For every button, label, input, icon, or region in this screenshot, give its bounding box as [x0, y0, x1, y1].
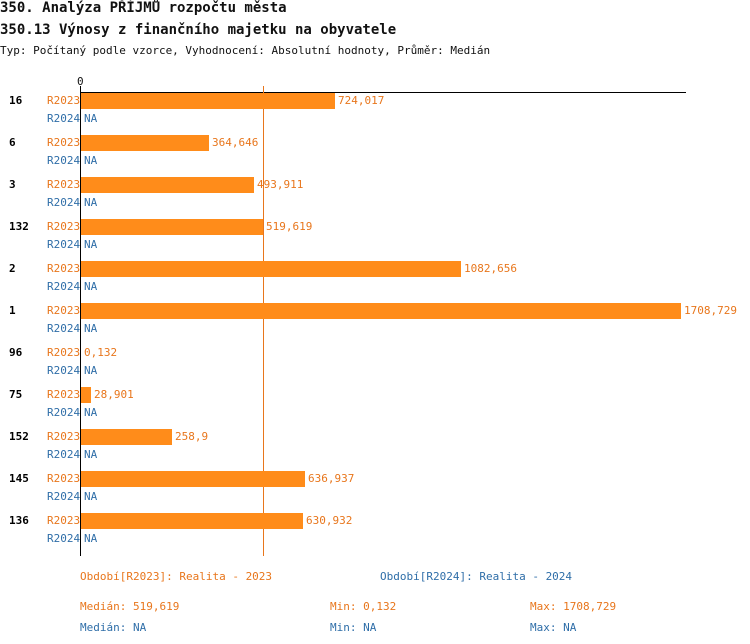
value-label-r2023: 364,646	[212, 136, 259, 149]
value-label-r2024: NA	[84, 532, 98, 545]
value-label-r2023: 724,017	[338, 94, 385, 107]
series-label-r2024: R2024	[47, 196, 81, 209]
value-label-r2023: 1708,729	[684, 304, 737, 317]
series-label-r2024: R2024	[47, 322, 81, 335]
series-label-r2023: R2023	[47, 388, 81, 401]
category-label: 1	[9, 304, 16, 317]
x-axis-line	[80, 92, 686, 93]
bar-r2023	[81, 261, 461, 277]
value-label-r2023: 28,901	[94, 388, 134, 401]
axis-zero-label: 0	[77, 75, 84, 88]
category-label: 136	[9, 514, 29, 527]
legend-r2024: Období[R2024]: Realita - 2024	[380, 570, 573, 583]
median-line	[263, 86, 264, 556]
category-label: 16	[9, 94, 23, 107]
series-label-r2024: R2024	[47, 154, 81, 167]
bar-r2023	[81, 303, 681, 319]
page-title: 350. Analýza PŘÍJMŮ rozpočtu města	[0, 0, 287, 16]
series-label-r2023: R2023	[47, 136, 81, 149]
series-label-r2024: R2024	[47, 448, 81, 461]
category-label: 6	[9, 136, 16, 149]
value-label-r2024: NA	[84, 448, 98, 461]
value-label-r2024: NA	[84, 280, 98, 293]
category-label: 132	[9, 220, 29, 233]
series-label-r2023: R2023	[47, 514, 81, 527]
stat-min-r2024: Min: NA	[330, 621, 377, 634]
value-label-r2024: NA	[84, 490, 98, 503]
stat-median-r2023: Medián: 519,619	[80, 600, 180, 613]
category-label: 75	[9, 388, 23, 401]
bar-r2023	[81, 177, 254, 193]
series-label-r2023: R2023	[47, 430, 81, 443]
bar-r2023	[81, 135, 209, 151]
stat-max-r2023: Max: 1708,729	[530, 600, 617, 613]
stat-min-r2023: Min: 0,132	[330, 600, 397, 613]
series-label-r2023: R2023	[47, 346, 81, 359]
value-label-r2023: 258,9	[175, 430, 209, 443]
bar-r2023	[81, 93, 335, 109]
value-label-r2023: 519,619	[266, 220, 313, 233]
category-label: 152	[9, 430, 29, 443]
stat-median-r2024: Medián: NA	[80, 621, 147, 634]
value-label-r2024: NA	[84, 406, 98, 419]
value-label-r2023: 636,937	[308, 472, 355, 485]
value-label-r2024: NA	[84, 112, 98, 125]
series-label-r2023: R2023	[47, 94, 81, 107]
series-label-r2024: R2024	[47, 532, 81, 545]
value-label-r2023: 493,911	[257, 178, 304, 191]
value-label-r2023: 630,932	[306, 514, 353, 527]
series-label-r2023: R2023	[47, 178, 81, 191]
series-label-r2023: R2023	[47, 304, 81, 317]
category-label: 2	[9, 262, 16, 275]
value-label-r2023: 1082,656	[464, 262, 517, 275]
series-label-r2023: R2023	[47, 472, 81, 485]
series-label-r2024: R2024	[47, 364, 81, 377]
bar-r2023	[81, 513, 303, 529]
series-label-r2024: R2024	[47, 490, 81, 503]
category-label: 96	[9, 346, 23, 359]
bar-r2023	[81, 219, 263, 235]
value-label-r2024: NA	[84, 322, 98, 335]
series-label-r2023: R2023	[47, 220, 81, 233]
category-label: 145	[9, 472, 29, 485]
chart-type-line: Typ: Počítaný podle vzorce, Vyhodnocení:…	[0, 44, 491, 57]
stat-max-r2024: Max: NA	[530, 621, 577, 634]
value-label-r2024: NA	[84, 364, 98, 377]
series-label-r2024: R2024	[47, 406, 81, 419]
chart-subtitle: 350.13 Výnosy z finančního majetku na ob…	[0, 22, 397, 38]
bar-r2023	[81, 387, 91, 403]
series-label-r2024: R2024	[47, 112, 81, 125]
series-label-r2023: R2023	[47, 262, 81, 275]
y-axis-line	[80, 86, 81, 556]
category-label: 3	[9, 178, 16, 191]
value-label-r2024: NA	[84, 238, 98, 251]
value-label-r2023: 0,132	[84, 346, 118, 359]
series-label-r2024: R2024	[47, 238, 81, 251]
bar-r2023	[81, 471, 305, 487]
value-label-r2024: NA	[84, 154, 98, 167]
series-label-r2024: R2024	[47, 280, 81, 293]
bar-r2023	[81, 429, 172, 445]
value-label-r2024: NA	[84, 196, 98, 209]
legend-r2023: Období[R2023]: Realita - 2023	[80, 570, 273, 583]
